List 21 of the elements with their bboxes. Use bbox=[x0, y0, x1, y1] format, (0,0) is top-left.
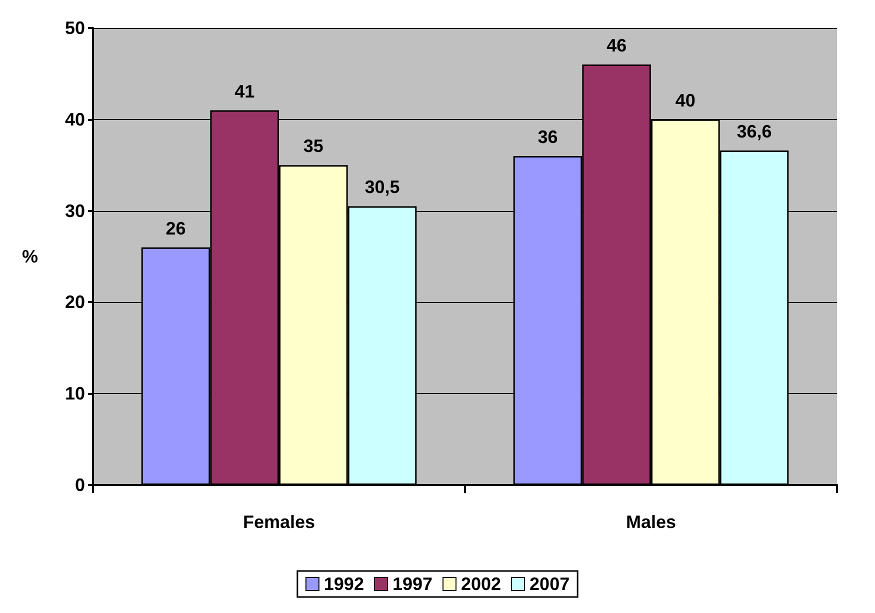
data-label: 46 bbox=[606, 36, 627, 56]
y-tick-label: 20 bbox=[64, 292, 85, 312]
y-tick-label: 30 bbox=[64, 200, 85, 221]
data-label: 30,5 bbox=[364, 177, 400, 198]
legend-label: 2007 bbox=[530, 574, 570, 594]
legend-label: 2002 bbox=[461, 574, 502, 594]
y-tick-label: 40 bbox=[64, 109, 85, 130]
y-tick-label: 10 bbox=[64, 384, 85, 404]
x-tick-label: Females bbox=[242, 512, 316, 532]
data-label: 41 bbox=[234, 81, 255, 102]
data-label: 36 bbox=[538, 126, 558, 147]
y-axis-title: % bbox=[22, 246, 38, 266]
legend-label: 1992 bbox=[324, 574, 364, 594]
x-tick-label: Males bbox=[626, 512, 676, 532]
data-label: 35 bbox=[303, 136, 324, 156]
y-tick-label: 0 bbox=[74, 475, 85, 495]
data-label: 40 bbox=[675, 90, 696, 110]
y-tick-label: 50 bbox=[64, 18, 85, 38]
data-label: 36,6 bbox=[736, 121, 772, 142]
legend-label: 1997 bbox=[392, 574, 433, 594]
data-label: 26 bbox=[166, 218, 186, 238]
